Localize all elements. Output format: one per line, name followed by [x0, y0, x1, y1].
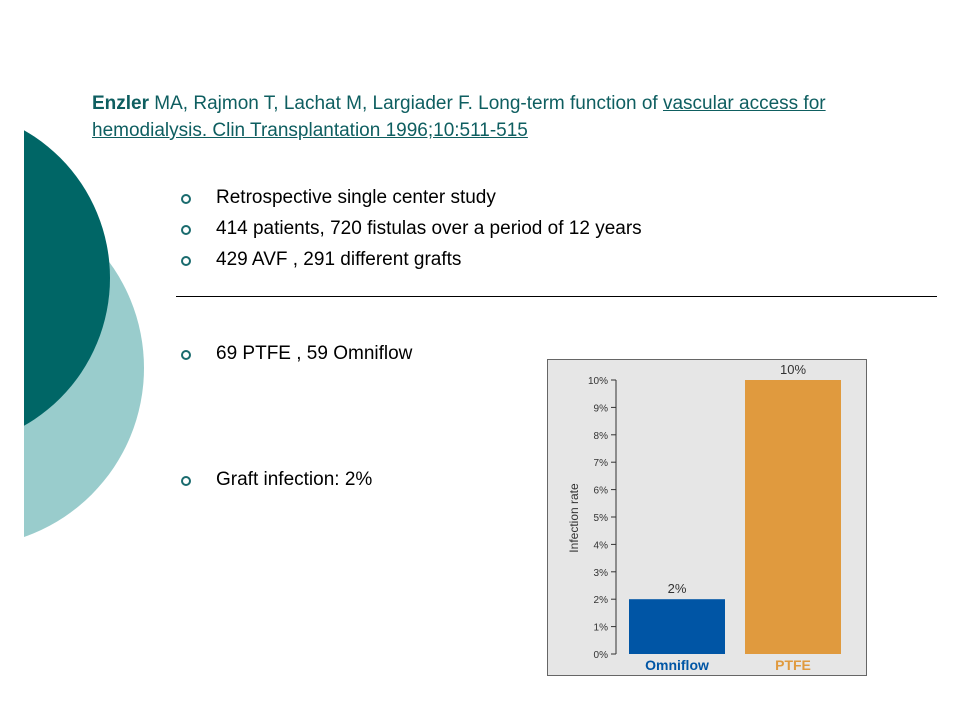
y-tick-label: 8% [594, 431, 609, 442]
y-tick-label: 0% [594, 650, 609, 661]
y-tick-label: 5% [594, 513, 609, 524]
list-item: Retrospective single center study [180, 182, 642, 213]
chart-svg: 0% 1% 2% 3% 4% 5% 6% 7% 8% 9% 10% 2% 10% Omniflow PT… [548, 360, 866, 675]
infection-rate-chart: 0% 1% 2% 3% 4% 5% 6% 7% 8% 9% 10% 2% 10% Omniflow PT… [547, 359, 867, 676]
bar-value-label: 10% [780, 362, 806, 377]
bullet-graft-counts: 69 PTFE , 59 Omniflow [180, 338, 412, 369]
y-axis-label: Infection rate [567, 483, 581, 553]
dark-teal-circle [24, 130, 110, 426]
bullet-circle-icon [181, 350, 191, 360]
bullet-text: Retrospective single center study [216, 187, 496, 208]
bullet-circle-icon [181, 225, 191, 235]
y-tick-label: 4% [594, 540, 609, 551]
bullet-circle-icon [181, 194, 191, 204]
bullet-circle-icon [181, 476, 191, 486]
bullet-text: Graft infection: 2% [216, 469, 373, 490]
citation-author: Enzler [92, 93, 150, 114]
horizontal-divider [176, 296, 937, 297]
list-item: Graft infection: 2% [180, 464, 372, 495]
list-item: 69 PTFE , 59 Omniflow [180, 338, 412, 369]
y-tick-label: 7% [594, 458, 609, 469]
y-tick-label: 2% [594, 595, 609, 606]
bar-value-label: 2% [668, 581, 687, 596]
y-tick-label: 1% [594, 623, 609, 634]
bullet-graft-infection: Graft infection: 2% [180, 464, 372, 495]
x-category-label: Omniflow [645, 657, 709, 673]
y-tick-label: 10% [588, 376, 608, 387]
citation-title-link[interactable]: vascular access for hemodialysis. Clin T… [92, 93, 826, 141]
bullet-text: 429 AVF , 291 different grafts [216, 249, 462, 270]
list-item: 429 AVF , 291 different grafts [180, 244, 642, 275]
y-tick-label: 3% [594, 568, 609, 579]
bullet-text: 69 PTFE , 59 Omniflow [216, 343, 413, 364]
citation: Enzler MA, Rajmon T, Lachat M, Largiader… [92, 90, 942, 144]
bar-omniflow [629, 599, 725, 654]
bullet-text: 414 patients, 720 fistulas over a period… [216, 218, 642, 239]
y-ticks: 0% 1% 2% 3% 4% 5% 6% 7% 8% 9% 10% [588, 376, 616, 661]
bars: 2% 10% [629, 362, 841, 654]
list-item: 414 patients, 720 fistulas over a period… [180, 213, 642, 244]
x-labels: Omniflow PTFE [645, 657, 811, 673]
x-category-label: PTFE [775, 657, 811, 673]
bullet-list: Retrospective single center study 414 pa… [180, 182, 642, 275]
bar-ptfe [745, 380, 841, 654]
y-tick-label: 9% [594, 403, 609, 414]
y-tick-label: 6% [594, 486, 609, 497]
citation-authors: MA, Rajmon T, Lachat M, Largiader F. Lon… [149, 93, 663, 114]
bullet-circle-icon [181, 256, 191, 266]
